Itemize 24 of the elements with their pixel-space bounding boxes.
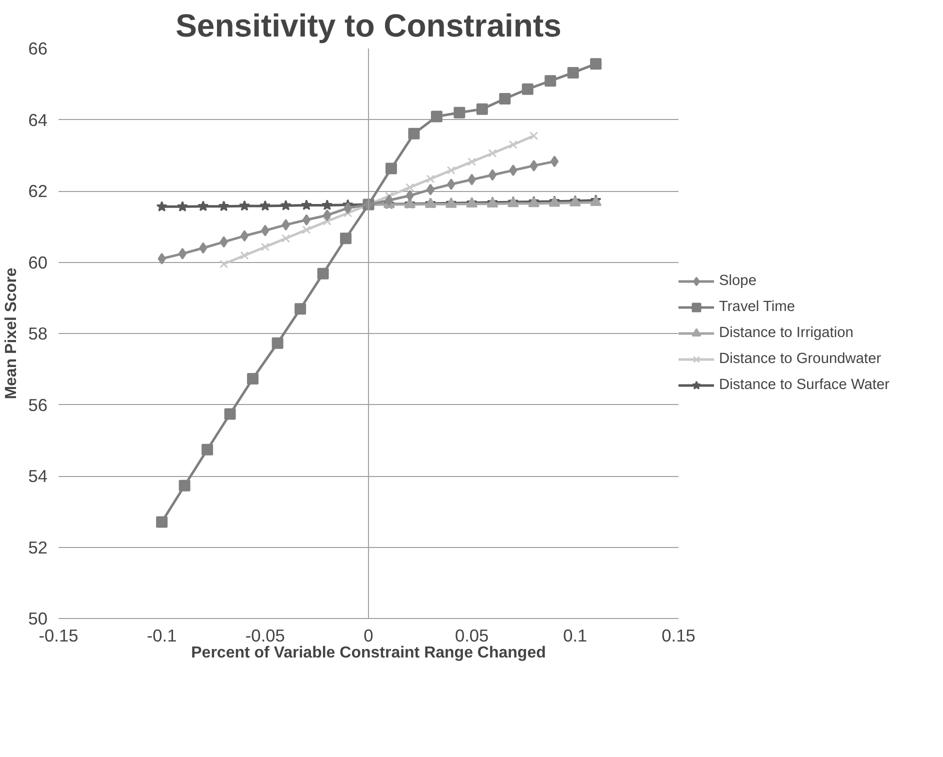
x-tick-label: -0.15 bbox=[38, 626, 78, 646]
y-tick-label: 56 bbox=[28, 394, 48, 415]
x-tick-label: 0 bbox=[364, 626, 374, 646]
y-tick-label: 52 bbox=[28, 537, 48, 558]
x-tick-label: -0.1 bbox=[146, 626, 177, 646]
y-axis-title: Mean Pixel Score bbox=[3, 268, 20, 400]
legend-label: Distance to Irrigation bbox=[719, 325, 854, 341]
y-tick-label: 64 bbox=[28, 110, 48, 130]
y-tick-label: 60 bbox=[28, 252, 48, 272]
y-tick-label: 54 bbox=[28, 466, 48, 486]
x-tick-label: 0.05 bbox=[454, 626, 489, 646]
legend-label: Distance to Surface Water bbox=[719, 377, 890, 393]
y-tick-label: 62 bbox=[28, 181, 48, 201]
x-tick-label: 0.1 bbox=[563, 626, 588, 646]
x-tick-label: 0.15 bbox=[662, 626, 696, 646]
y-tick-label: 58 bbox=[28, 324, 48, 344]
legend-label: Travel Time bbox=[719, 299, 796, 315]
legend-label: Distance to Groundwater bbox=[719, 351, 882, 367]
chart-title: Sensitivity to Constraints bbox=[176, 8, 562, 44]
y-tick-label: 50 bbox=[28, 608, 48, 628]
legend-label: Slope bbox=[719, 273, 756, 289]
y-tick-label: 66 bbox=[28, 38, 48, 58]
x-tick-label: -0.05 bbox=[245, 626, 285, 646]
x-axis-title: Percent of Variable Constraint Range Changed bbox=[191, 644, 546, 662]
